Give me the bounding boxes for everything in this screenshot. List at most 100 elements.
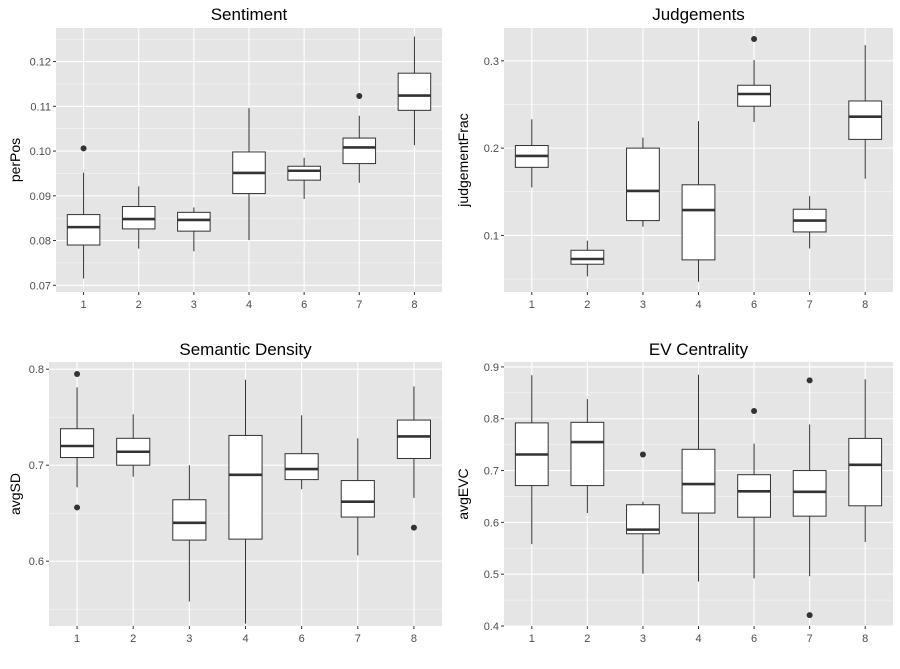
box-3 [172, 465, 207, 602]
x-tick-label: 7 [355, 633, 361, 645]
outlier-point [356, 93, 363, 100]
y-tick-label: 0.4 [484, 621, 499, 633]
box-6 [737, 36, 771, 122]
y-tick-label: 0.1 [484, 230, 499, 242]
chart-panel-3: 0.6 0.7 0.8 1 2 3 4 6 7 8 Semantic Density avgSD [7, 340, 442, 645]
x-tick-label: 6 [299, 633, 305, 645]
box-iqr [66, 214, 101, 246]
chart-title: Semantic Density [179, 340, 312, 359]
box-iqr [342, 137, 377, 165]
chart-panel-1: 0.07 0.08 0.09 0.10 0.11 0.12 1 2 3 4 6 7 8 Sentiment… [7, 5, 442, 311]
outlier-point [410, 524, 417, 531]
y-tick-label: 0.8 [484, 414, 499, 426]
y-axis-label: avgSD [7, 473, 23, 515]
box-2 [570, 240, 605, 277]
y-tick-label: 0.8 [29, 364, 44, 376]
box-6 [737, 407, 771, 579]
x-tick-label: 3 [640, 299, 646, 311]
box-iqr [284, 453, 319, 481]
y-tick-label: 0.7 [29, 460, 44, 472]
box-3 [626, 451, 660, 574]
box-iqr [681, 448, 716, 514]
x-tick-label: 4 [242, 633, 248, 645]
chart-title: Judgements [652, 5, 745, 24]
box-7 [792, 196, 827, 249]
y-tick-label: 0.11 [30, 101, 51, 113]
box-iqr [177, 211, 211, 232]
box-iqr [626, 147, 660, 222]
x-tick-label: 1 [529, 633, 535, 645]
outlier-point [80, 145, 87, 152]
x-tick-label: 8 [411, 299, 417, 311]
x-tick-label: 4 [695, 633, 701, 645]
outlier-point [639, 451, 646, 458]
x-tick-label: 7 [807, 633, 813, 645]
y-axis-label: judgementFrac [455, 113, 471, 207]
y-tick-label: 0.3 [484, 56, 499, 68]
box-2 [116, 414, 151, 477]
box-1 [514, 375, 549, 545]
x-tick-label: 6 [751, 299, 757, 311]
x-tick-label: 8 [862, 633, 868, 645]
box-iqr [121, 206, 156, 230]
y-tick-label: 0.5 [484, 569, 499, 581]
box-1 [514, 119, 549, 188]
y-tick-label: 0.09 [30, 191, 51, 203]
box-3 [177, 207, 211, 252]
y-tick-label: 0.08 [30, 236, 51, 248]
box-iqr [397, 72, 432, 111]
x-tick-label: 4 [246, 299, 252, 311]
box-iqr [848, 437, 883, 507]
box-7 [792, 377, 827, 619]
y-tick-label: 0.9 [484, 362, 499, 374]
x-tick-label: 8 [862, 299, 868, 311]
chart-panel-2: 0.1 0.2 0.3 1 2 3 4 6 7 8 Judgements judgementFrac [455, 5, 893, 311]
x-tick-label: 7 [356, 299, 362, 311]
box-iqr [737, 474, 771, 518]
x-tick-label: 3 [186, 633, 192, 645]
y-tick-label: 0.6 [484, 517, 499, 529]
x-tick-label: 2 [584, 299, 590, 311]
outlier-point [806, 612, 813, 619]
box-2 [570, 399, 605, 514]
box-4 [232, 108, 266, 241]
box-iqr [60, 428, 95, 459]
x-tick-label: 6 [301, 299, 307, 311]
x-tick-label: 8 [411, 633, 417, 645]
box-iqr [228, 434, 263, 540]
x-tick-label: 2 [584, 633, 590, 645]
box-2 [121, 186, 156, 249]
box-iqr [737, 84, 771, 107]
y-tick-label: 0.7 [484, 466, 499, 478]
x-tick-label: 1 [74, 633, 80, 645]
x-tick-label: 2 [130, 633, 136, 645]
box-iqr [570, 421, 605, 487]
box-8 [397, 36, 432, 146]
x-tick-label: 3 [640, 633, 646, 645]
box-6 [284, 415, 319, 490]
x-tick-label: 1 [81, 299, 87, 311]
y-axis-label: perPos [7, 138, 23, 182]
box-4 [681, 121, 716, 282]
box-1 [66, 145, 101, 279]
box-iqr [340, 480, 375, 518]
box-iqr [681, 184, 716, 261]
box-4 [228, 379, 263, 624]
y-tick-label: 0.07 [30, 280, 51, 292]
box-1 [60, 371, 95, 511]
outlier-point [74, 504, 81, 511]
y-tick-label: 0.10 [30, 146, 51, 158]
x-tick-label: 7 [807, 299, 813, 311]
outlier-point [74, 371, 81, 377]
box-7 [342, 93, 377, 183]
box-iqr [570, 249, 605, 265]
box-iqr [848, 100, 883, 140]
x-tick-label: 1 [529, 299, 535, 311]
x-tick-label: 3 [191, 299, 197, 311]
box-7 [340, 438, 375, 556]
y-tick-label: 0.2 [484, 143, 499, 155]
outlier-point [751, 407, 758, 414]
x-tick-label: 6 [751, 633, 757, 645]
x-tick-label: 4 [695, 299, 701, 311]
